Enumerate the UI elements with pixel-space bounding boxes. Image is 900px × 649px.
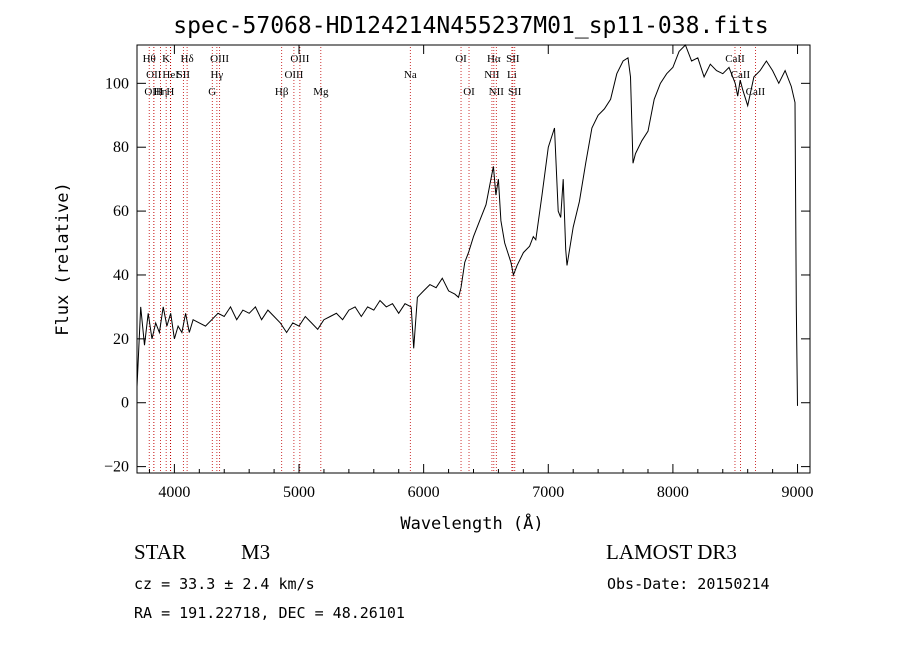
x-tick-label-1: 5000: [283, 484, 315, 501]
marker-label-9: G: [208, 86, 216, 98]
marker-label-10: Hγ: [210, 69, 223, 81]
marker-label-18: OI: [463, 86, 475, 98]
emission-line-markers: HθOIIOIIIHηKHHeISIIHδGHγOIIIHβOIIIOIIIMg…: [143, 47, 766, 473]
x-tick-label-4: 8000: [657, 484, 689, 501]
survey-name: LAMOST DR3: [606, 540, 737, 564]
y-tick-label-3: 40: [113, 267, 129, 284]
x-tick-label-3: 7000: [532, 484, 564, 501]
redshift-velocity: cz = 33.3 ± 2.4 km/s: [134, 575, 315, 593]
marker-label-0: Hθ: [143, 53, 156, 65]
x-tick-label-2: 6000: [408, 484, 440, 501]
marker-label-8: Hδ: [181, 53, 194, 65]
marker-label-24: SII: [508, 86, 522, 98]
marker-label-17: OI: [455, 53, 467, 65]
y-tick-label-2: 20: [113, 331, 129, 348]
y-tick-label-4: 60: [113, 203, 129, 220]
marker-label-15: Mg: [313, 86, 329, 98]
axis-ticks: 4000 5000 6000 7000 8000 9000 −20 0 20 40 60 80 100: [104, 45, 814, 501]
marker-label-12: Hβ: [275, 86, 289, 98]
x-tick-label-0: 4000: [158, 484, 190, 501]
y-tick-label-5: 80: [113, 139, 129, 156]
marker-label-14: OIII: [290, 53, 309, 65]
marker-label-6: HeI: [162, 69, 179, 81]
marker-label-3: Hη: [154, 86, 168, 98]
marker-label-4: K: [162, 53, 170, 65]
x-axis-label: Wavelength (Å): [400, 512, 543, 534]
spectrum-line: [136, 44, 798, 406]
marker-label-2: OIII: [144, 86, 163, 98]
y-tick-label-0: −20: [104, 459, 129, 476]
marker-label-23: SII: [506, 53, 520, 65]
marker-label-21: NII: [489, 86, 505, 98]
y-tick-label-6: 100: [105, 75, 129, 92]
marker-label-26: CaII: [731, 69, 751, 81]
y-axis-label: Flux (relative): [53, 182, 73, 336]
marker-label-22: Li: [507, 69, 517, 81]
observation-date: Obs-Date: 20150214: [607, 575, 770, 593]
object-subclass: M3: [241, 540, 271, 564]
chart-title: spec-57068-HD124214N455237M01_sp11-038.f…: [173, 13, 768, 39]
object-class: STAR: [134, 540, 186, 564]
marker-label-7: SII: [177, 69, 191, 81]
coordinates: RA = 191.22718, DEC = 48.26101: [134, 604, 405, 622]
marker-label-27: CaII: [746, 86, 766, 98]
marker-label-13: OIII: [284, 69, 303, 81]
marker-label-19: NII: [484, 69, 500, 81]
marker-label-20: Hα: [487, 53, 501, 65]
plot-frame: [136, 44, 811, 474]
marker-label-16: Na: [404, 69, 417, 81]
x-tick-label-5: 9000: [782, 484, 814, 501]
marker-label-11: OIII: [210, 53, 229, 65]
marker-label-25: CaII: [725, 53, 745, 65]
y-tick-label-1: 0: [121, 395, 129, 412]
